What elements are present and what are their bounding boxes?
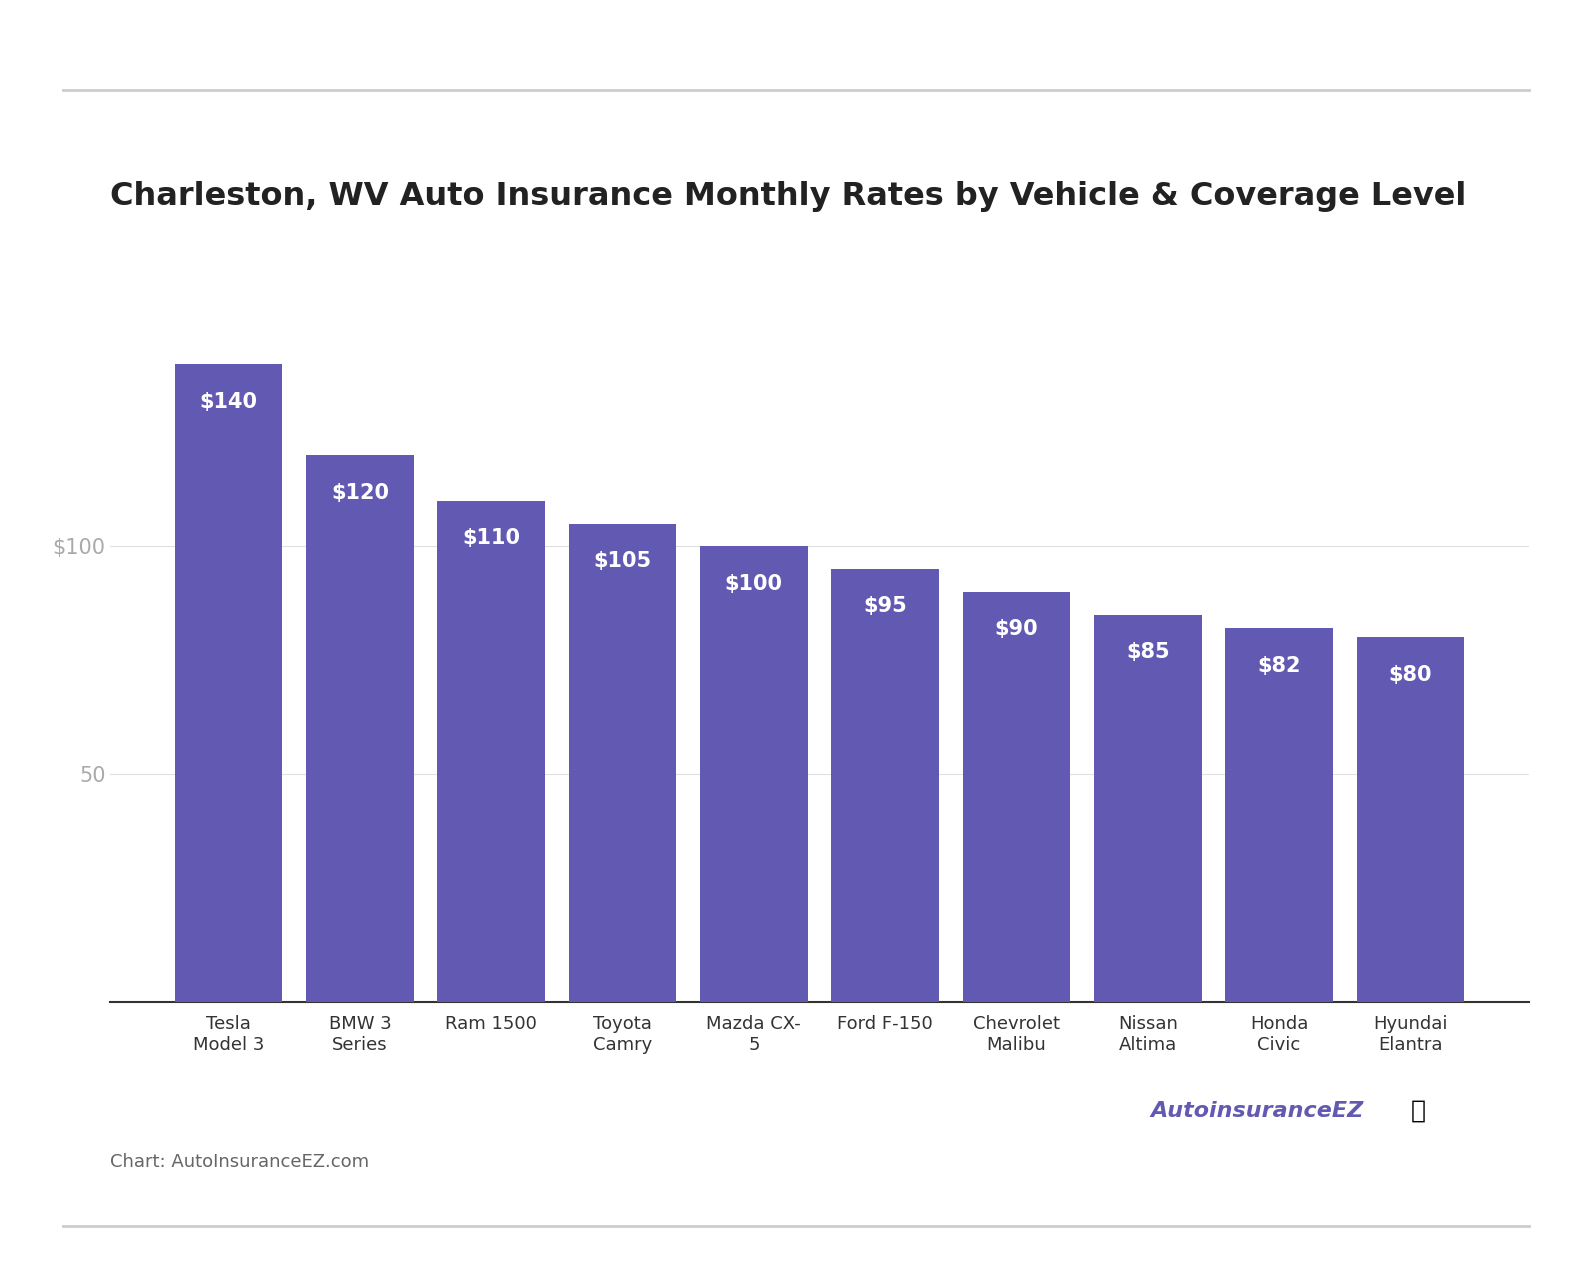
Text: $80: $80: [1388, 665, 1433, 684]
Text: $120: $120: [331, 483, 389, 503]
Bar: [831, 569, 939, 1002]
Bar: [569, 524, 676, 1002]
Bar: [438, 501, 545, 1002]
Text: Chart: AutoInsuranceEZ.com: Chart: AutoInsuranceEZ.com: [110, 1153, 369, 1171]
Text: $105: $105: [594, 551, 651, 571]
Text: $82: $82: [1258, 656, 1300, 675]
Text: $100: $100: [725, 574, 783, 593]
Bar: [175, 365, 282, 1002]
Text: $90: $90: [994, 619, 1039, 639]
Text: $140: $140: [200, 392, 257, 412]
Bar: [306, 456, 414, 1002]
Text: $85: $85: [1125, 642, 1169, 663]
Bar: [1225, 628, 1333, 1002]
Text: $110: $110: [462, 528, 520, 548]
Text: Charleston, WV Auto Insurance Monthly Rates by Vehicle & Coverage Level: Charleston, WV Auto Insurance Monthly Ra…: [110, 181, 1467, 212]
Text: 🚗: 🚗: [1411, 1099, 1426, 1122]
Text: $95: $95: [864, 597, 908, 616]
Bar: [1357, 637, 1464, 1002]
Bar: [1094, 615, 1201, 1002]
Text: AutoinsuranceEZ: AutoinsuranceEZ: [1150, 1100, 1363, 1121]
Bar: [963, 592, 1070, 1002]
Bar: [700, 547, 808, 1002]
